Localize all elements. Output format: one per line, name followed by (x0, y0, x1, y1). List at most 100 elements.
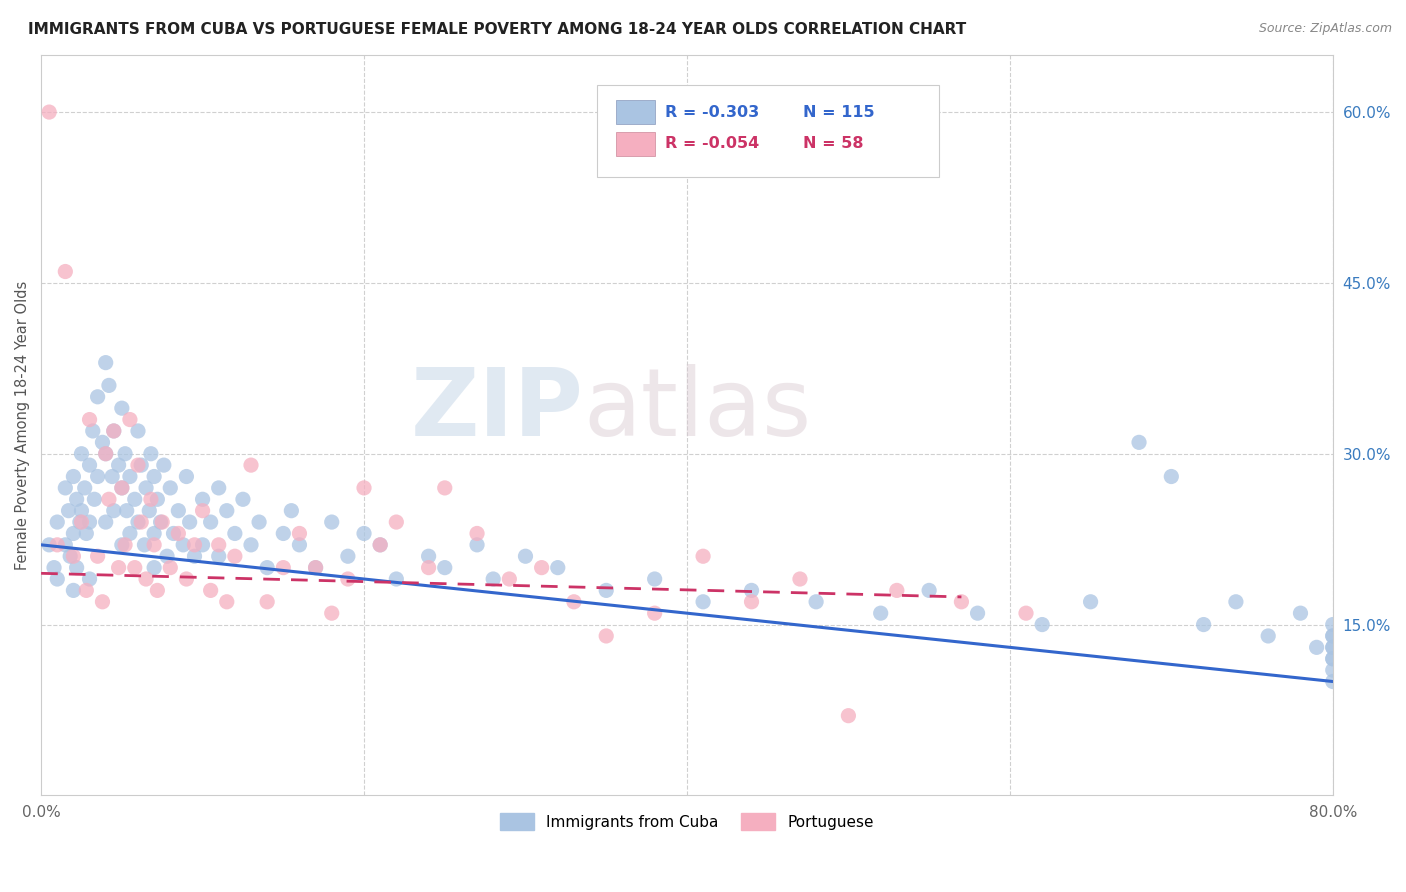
Point (146, 492, 169, 507)
Y-axis label: Female Poverty Among 18-24 Year Olds: Female Poverty Among 18-24 Year Olds (15, 281, 30, 570)
Point (256, 560, 278, 574)
Point (75, 583, 97, 598)
Point (1305, 640, 1327, 655)
Point (1289, 606, 1312, 620)
Point (143, 538, 166, 552)
Point (118, 469, 141, 483)
Text: R = -0.054: R = -0.054 (665, 136, 759, 152)
Point (288, 526, 311, 541)
Point (129, 515, 152, 529)
Point (595, 629, 617, 643)
Point (69, 515, 91, 529)
Point (124, 492, 146, 507)
Point (1322, 674, 1344, 689)
Point (62, 583, 84, 598)
Point (1322, 640, 1344, 655)
Point (159, 560, 181, 574)
Point (153, 458, 176, 472)
Point (200, 583, 222, 598)
Point (336, 549, 359, 564)
Point (53, 264, 76, 278)
Point (86, 390, 108, 404)
Point (1322, 617, 1344, 632)
Point (135, 572, 157, 586)
Point (353, 481, 375, 495)
Point (1322, 629, 1344, 643)
Point (191, 538, 214, 552)
Point (215, 504, 238, 518)
Point (224, 549, 246, 564)
Point (176, 572, 198, 586)
Point (498, 572, 520, 586)
Point (114, 538, 136, 552)
FancyBboxPatch shape (596, 85, 939, 178)
Point (692, 595, 714, 609)
Point (179, 515, 201, 529)
Point (114, 447, 136, 461)
Point (172, 538, 194, 552)
Point (46, 515, 69, 529)
Point (62, 526, 84, 541)
Point (232, 492, 254, 507)
Point (59, 549, 82, 564)
Point (789, 572, 811, 586)
Point (465, 526, 488, 541)
Point (75, 526, 97, 541)
Point (86, 469, 108, 483)
Text: atlas: atlas (583, 365, 811, 457)
Point (94, 447, 117, 461)
Point (208, 538, 231, 552)
Point (111, 401, 134, 416)
Text: N = 115: N = 115 (803, 104, 875, 120)
FancyBboxPatch shape (616, 100, 655, 124)
Point (176, 469, 198, 483)
Point (124, 560, 146, 574)
Point (97, 492, 120, 507)
Point (208, 549, 231, 564)
Point (118, 412, 141, 426)
Point (433, 481, 456, 495)
Text: IMMIGRANTS FROM CUBA VS PORTUGUESE FEMALE POVERTY AMONG 18-24 YEAR OLDS CORRELAT: IMMIGRANTS FROM CUBA VS PORTUGUESE FEMAL… (28, 22, 966, 37)
Point (1128, 435, 1150, 450)
Point (240, 458, 263, 472)
Point (83, 492, 105, 507)
Point (1031, 617, 1053, 632)
Legend: Immigrants from Cuba, Portuguese: Immigrants from Cuba, Portuguese (494, 807, 880, 836)
Point (150, 515, 173, 529)
Point (103, 424, 125, 438)
Point (1322, 629, 1344, 643)
Point (94, 515, 117, 529)
Point (118, 526, 141, 541)
Point (353, 526, 375, 541)
Point (42, 560, 65, 574)
Point (167, 526, 190, 541)
Point (91, 435, 114, 450)
Point (288, 538, 311, 552)
Point (70, 504, 93, 518)
Point (149, 515, 172, 529)
Point (79, 572, 101, 586)
Point (1225, 595, 1247, 609)
Point (595, 583, 617, 598)
Point (139, 492, 162, 507)
Point (107, 560, 129, 574)
Point (46, 538, 69, 552)
Point (482, 572, 505, 586)
Point (465, 538, 488, 552)
Point (146, 583, 169, 598)
Point (66, 560, 89, 574)
Point (1160, 469, 1182, 483)
Point (94, 356, 117, 370)
Point (66, 492, 89, 507)
Point (111, 538, 134, 552)
Point (38, 105, 60, 120)
Point (94, 447, 117, 461)
Point (58, 504, 80, 518)
Point (368, 538, 391, 552)
Point (191, 504, 214, 518)
Text: ZIP: ZIP (411, 365, 583, 457)
Point (91, 595, 114, 609)
Point (79, 458, 101, 472)
Point (644, 572, 666, 586)
Point (115, 504, 138, 518)
